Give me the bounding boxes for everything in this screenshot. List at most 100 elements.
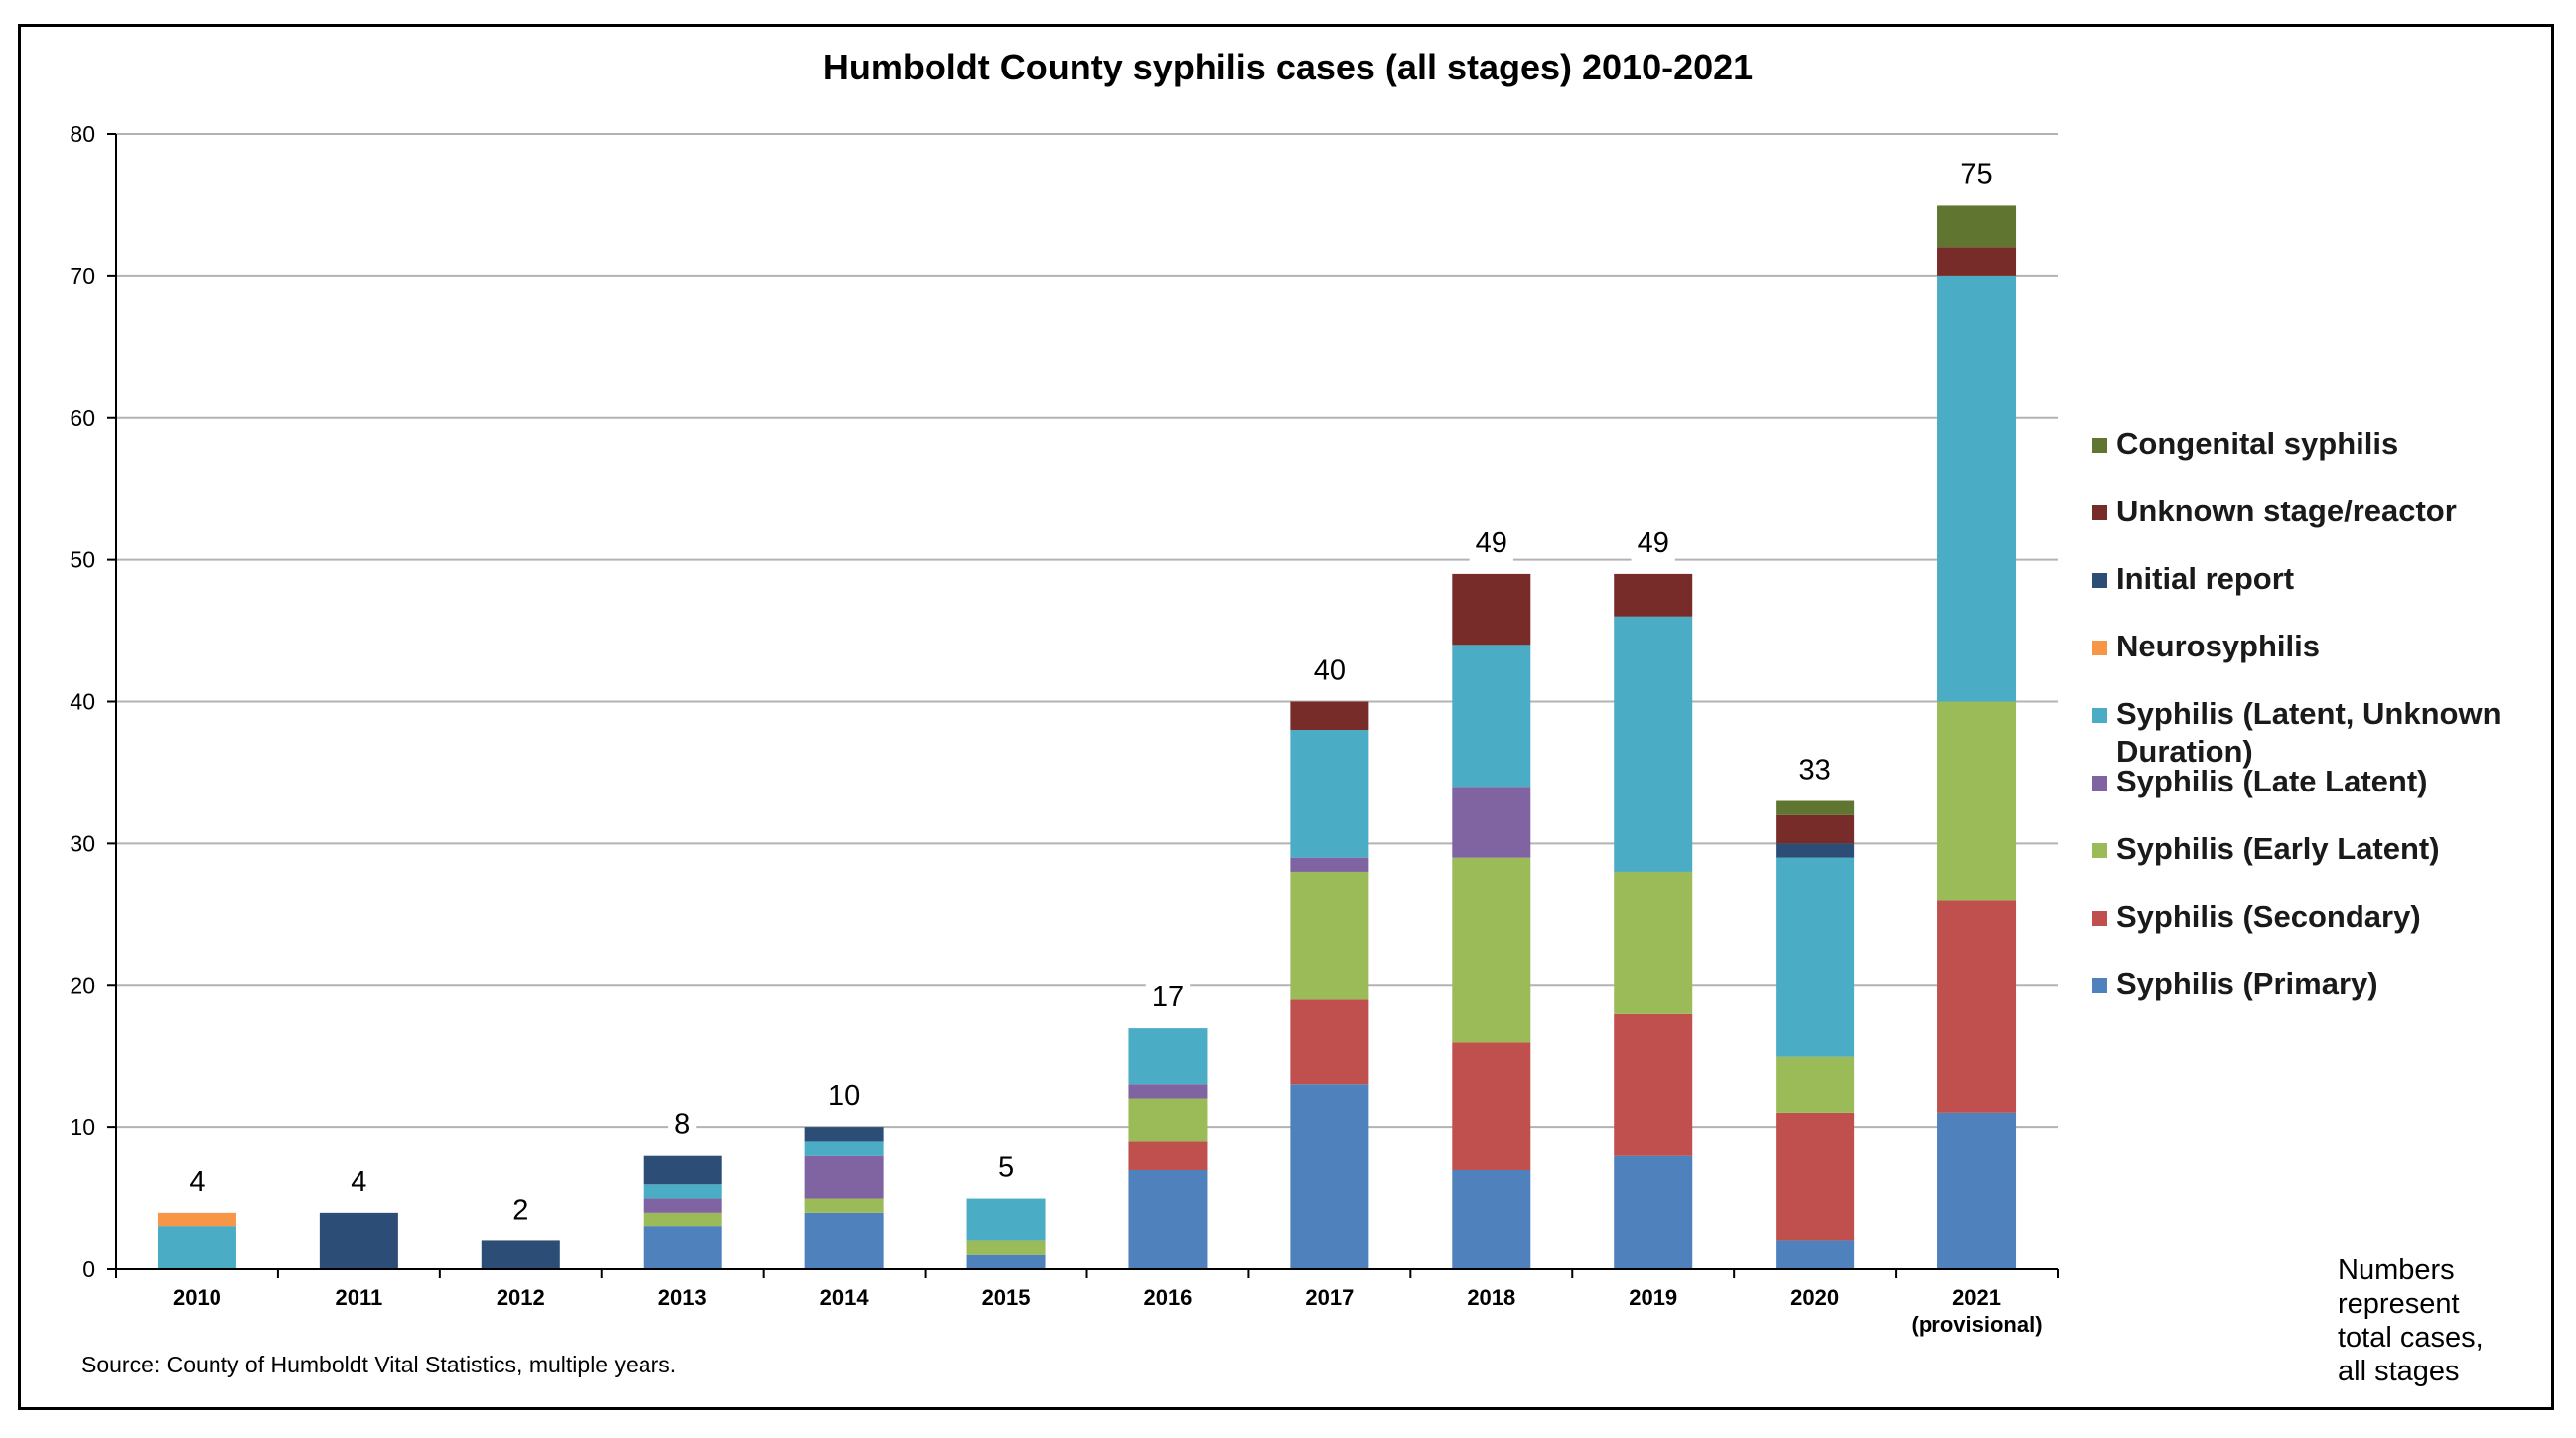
bar-segment — [1128, 1141, 1208, 1170]
bar-segment — [1614, 871, 1693, 1014]
bar-segment — [1614, 573, 1693, 617]
legend-swatch — [2092, 911, 2107, 926]
bar-segment — [1776, 814, 1855, 844]
bar-segment — [1290, 1084, 1369, 1269]
x-tick-label: 2012 — [497, 1285, 545, 1310]
legend-swatch — [2092, 505, 2107, 520]
legend-label: Syphilis (Latent, Unknown Duration) — [2116, 696, 2502, 769]
bar-segment — [1937, 701, 2017, 901]
total-label: 40 — [1314, 655, 1346, 687]
total-label: 17 — [1152, 981, 1184, 1013]
bar-segment — [804, 1212, 884, 1269]
bar-segment — [804, 1155, 884, 1199]
y-tick-label: 50 — [70, 547, 95, 573]
total-label-background — [1307, 651, 1353, 690]
y-tick-label: 70 — [70, 263, 95, 289]
bar-segment — [1614, 616, 1693, 872]
y-tick-label: 0 — [82, 1256, 95, 1282]
legend-swatch — [2092, 843, 2107, 858]
bar-segment — [966, 1254, 1046, 1269]
legend-label: Syphilis (Late Latent) — [2116, 764, 2428, 798]
bar-segment — [1128, 1084, 1208, 1099]
bar-segment — [1128, 1169, 1208, 1269]
bar-segment — [1776, 1112, 1855, 1241]
bar-segment — [1614, 1013, 1693, 1156]
bar-segment — [319, 1212, 398, 1269]
bar-segment — [1937, 205, 2017, 248]
totals-note-line: Numbers — [2338, 1254, 2455, 1286]
chart-title: Humboldt County syphilis cases (all stag… — [823, 47, 1753, 87]
total-label-background — [345, 1162, 373, 1201]
bar-segment — [1290, 701, 1369, 731]
total-label-background — [991, 1148, 1021, 1187]
bar-segment — [643, 1212, 722, 1227]
bar-segment — [1290, 999, 1369, 1085]
bar-segment — [804, 1127, 884, 1142]
total-label-background — [1469, 523, 1513, 562]
total-label: 4 — [189, 1166, 205, 1198]
x-tick-sublabel: (provisional) — [1912, 1312, 2043, 1337]
bar-segment — [1776, 1056, 1855, 1113]
bar-segment — [1776, 857, 1855, 1057]
total-label: 49 — [1476, 527, 1507, 559]
bar-segment — [1937, 247, 2017, 276]
legend-label: Neurosyphilis — [2116, 629, 2320, 663]
total-label-background — [1145, 978, 1191, 1017]
total-label: 2 — [512, 1194, 528, 1225]
total-label: 5 — [998, 1152, 1014, 1184]
totals-note-line: all stages — [2338, 1356, 2460, 1387]
x-tick-label: 2013 — [658, 1285, 707, 1310]
bar-segment — [1937, 900, 2017, 1113]
legend-swatch — [2092, 776, 2107, 791]
bar-segment — [1776, 843, 1855, 858]
totals-note-line: total cases, — [2338, 1322, 2484, 1354]
bar-segment — [1452, 1169, 1531, 1269]
bar-segment — [1776, 1240, 1855, 1269]
source-note: Source: County of Humboldt Vital Statist… — [81, 1352, 676, 1377]
total-label: 8 — [674, 1109, 690, 1141]
total-label-background — [1792, 751, 1837, 790]
x-tick-label: 2015 — [982, 1285, 1031, 1310]
legend-swatch — [2092, 573, 2107, 588]
bar-segment — [1776, 800, 1855, 815]
x-tick-label: 2017 — [1305, 1285, 1354, 1310]
bar-segment — [1614, 1155, 1693, 1269]
bar-segment — [643, 1155, 722, 1185]
bar-segment — [1452, 857, 1531, 1043]
total-label-background — [668, 1105, 697, 1144]
total-label-background — [183, 1162, 212, 1201]
bar-segment — [157, 1212, 236, 1227]
bar-segment — [804, 1141, 884, 1156]
x-tick-label: 2019 — [1629, 1285, 1677, 1310]
y-tick-label: 80 — [70, 121, 95, 147]
total-label: 33 — [1798, 755, 1830, 787]
legend-swatch — [2092, 641, 2107, 655]
bar-segment — [1452, 787, 1531, 858]
legend-swatch — [2092, 438, 2107, 453]
bar-segment — [966, 1240, 1046, 1255]
total-label-background — [821, 1078, 867, 1116]
bar-segment — [1452, 573, 1531, 646]
bar-segment — [1452, 645, 1531, 788]
bar-segment — [804, 1198, 884, 1213]
total-label: 49 — [1638, 527, 1669, 559]
x-tick-label: 2020 — [1790, 1285, 1839, 1310]
bar-segment — [481, 1240, 560, 1269]
total-label-background — [506, 1191, 535, 1229]
bar-segment — [1128, 1028, 1208, 1085]
x-tick-label: 2011 — [336, 1285, 383, 1310]
x-tick-label: 2014 — [820, 1285, 870, 1310]
total-label: 4 — [351, 1166, 366, 1198]
bar-segment — [1937, 275, 2017, 702]
total-label: 75 — [1960, 158, 1992, 190]
totals-note: Numbers represent total cases, all stages — [2338, 1253, 2484, 1388]
bar-segment — [157, 1226, 236, 1269]
legend-swatch — [2092, 978, 2107, 993]
y-tick-label: 30 — [70, 830, 95, 856]
y-tick-label: 10 — [70, 1114, 95, 1140]
bar-segment — [1290, 857, 1369, 872]
legend-swatch — [2092, 708, 2107, 723]
x-tick-label: 2016 — [1143, 1285, 1192, 1310]
x-tick-label: 2010 — [173, 1285, 221, 1310]
